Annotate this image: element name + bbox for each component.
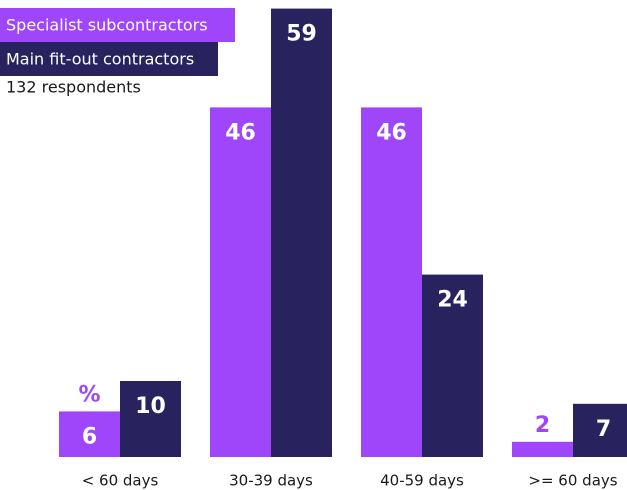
bar: [271, 8, 332, 457]
x-tick-label: 40-59 days: [380, 472, 464, 490]
value-label: 6: [82, 424, 97, 449]
note: 132 respondents: [6, 78, 141, 97]
unit-label: %: [78, 382, 100, 407]
legend-swatch: [0, 8, 235, 42]
x-tick-label: < 60 days: [82, 472, 159, 490]
legend-label: Specialist subcontractors: [6, 16, 208, 35]
legend-swatch: [0, 42, 218, 76]
value-label: 7: [596, 417, 611, 442]
value-label: 10: [135, 394, 166, 419]
value-label: 24: [437, 288, 468, 313]
value-label: 2: [535, 413, 550, 438]
x-tick-label: 30-39 days: [229, 472, 313, 490]
bar: [120, 381, 181, 457]
legend-label: Main fit-out contractors: [6, 50, 194, 69]
bar: [59, 411, 120, 457]
value-label: 46: [376, 120, 407, 145]
value-label: 46: [225, 120, 256, 145]
bar: [573, 403, 627, 457]
x-tick-label: >= 60 days: [528, 472, 617, 490]
bar: [210, 107, 271, 458]
bar: [361, 107, 422, 458]
value-label: 59: [286, 22, 317, 47]
bar: [422, 274, 483, 457]
bar: [512, 441, 573, 457]
